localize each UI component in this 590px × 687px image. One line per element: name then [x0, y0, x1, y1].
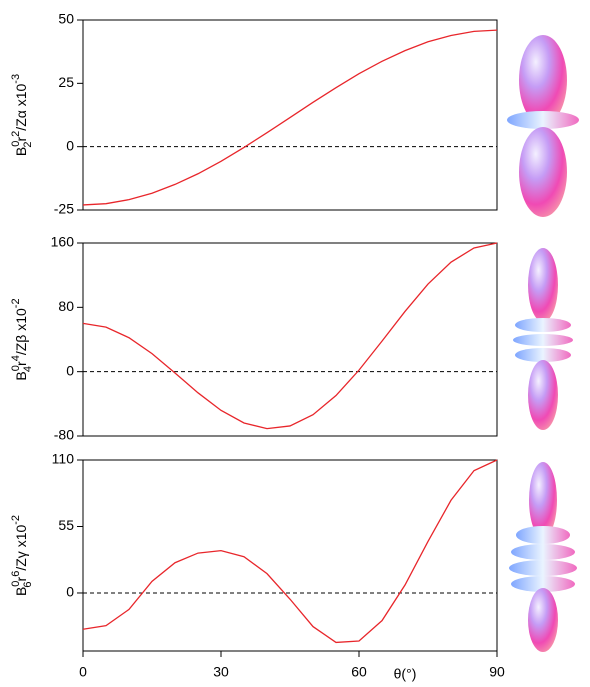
y-label-part: /Zβ x10	[13, 308, 29, 355]
y-tick-label: 80	[58, 298, 74, 314]
y-label-part: -2	[10, 515, 22, 525]
x-axis-label: θ(°)	[394, 666, 417, 682]
y-tick-label: 110	[52, 451, 75, 467]
y-tick-label: -80	[54, 427, 74, 443]
y-tick-label: -25	[54, 201, 74, 217]
y-tick-label: 0	[66, 362, 74, 378]
data-line	[82, 29, 498, 206]
orbital-2	[513, 248, 573, 430]
y-label-part: 0	[10, 141, 22, 147]
y-label-part: -2	[10, 298, 22, 308]
y-tick-label: 0	[66, 584, 74, 600]
y-tick-label: 160	[51, 234, 75, 250]
y-label-part: 4	[22, 366, 34, 372]
y-label-part: B	[13, 147, 29, 156]
y-label-part: 0	[10, 365, 22, 371]
y-label-part: /Zγ x10	[13, 525, 29, 571]
y-label-part: r	[13, 136, 29, 141]
y-label-part: r	[13, 576, 29, 581]
x-tick-label: 90	[489, 664, 505, 680]
x-tick-label: 30	[213, 664, 229, 680]
y-tick-label: 25	[58, 74, 74, 90]
orbital-1	[507, 35, 579, 217]
y-label-part: B	[13, 587, 29, 596]
y-tick-label: 0	[66, 137, 74, 153]
y-tick-label: 55	[58, 517, 74, 533]
y-label-part: 0	[10, 581, 22, 587]
x-tick-label: 0	[79, 664, 87, 680]
y-label-part: 4	[10, 355, 22, 361]
plot-frame	[82, 459, 498, 652]
y-tick-label: 50	[58, 11, 74, 27]
y-axis-label: B02r2/Zα x10-3	[10, 74, 34, 156]
y-axis-label: B04r4/Zβ x10-2	[10, 298, 34, 380]
y-label-part: 6	[22, 581, 34, 587]
y-label-part: /Zα x10	[13, 83, 29, 130]
y-label-part: B	[13, 371, 29, 380]
y-label-part: 2	[10, 131, 22, 137]
y-label-part: 2	[22, 141, 34, 147]
data-line	[82, 242, 498, 430]
y-label-part: -3	[10, 74, 22, 84]
y-label-part: 6	[10, 571, 22, 577]
orbital-3	[509, 462, 577, 652]
plot-frame	[82, 19, 498, 211]
y-axis-label: B06r6/Zγ x10-2	[10, 515, 34, 596]
y-label-part: r	[13, 361, 29, 366]
plot-frame	[82, 242, 498, 437]
data-line	[82, 459, 498, 644]
x-tick-label: 60	[351, 664, 367, 680]
